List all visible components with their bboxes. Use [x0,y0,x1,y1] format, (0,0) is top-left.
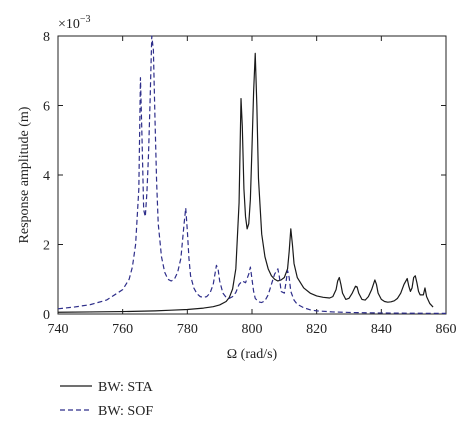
x-tick-label: 780 [177,322,198,337]
y-tick-label: 2 [43,239,50,254]
y-multiplier-base: ×10 [58,17,80,32]
x-axis-label: Ω (rad/s) [227,347,278,362]
x-tick-label: 800 [242,322,263,337]
x-tick-label: 740 [48,322,69,337]
x-axis: 740 760 780 800 820 840 860 [48,36,457,337]
x-tick-label: 820 [306,322,327,337]
legend: BW: STA BW: SOF [60,380,154,419]
y-tick-label: 4 [43,169,50,184]
x-tick-label: 760 [112,322,133,337]
x-tick-label: 840 [371,322,392,337]
plot-frame [57,35,447,315]
y-multiplier-label: ×10−3 [58,14,91,32]
y-axis: 0 2 4 6 8 [43,30,446,323]
legend-label-sta: BW: STA [98,380,154,395]
y-tick-label: 8 [43,30,50,45]
series-layer [57,35,447,314]
series-line-sof [57,35,447,314]
legend-label-sof: BW: SOF [98,404,153,419]
y-tick-label: 6 [43,100,50,115]
y-multiplier-exponent: −3 [80,14,91,25]
y-tick-label: 0 [43,308,50,323]
y-axis-label: Response amplitude (m) [17,106,32,243]
series-line-sta [57,52,434,313]
x-tick-label: 860 [436,322,457,337]
